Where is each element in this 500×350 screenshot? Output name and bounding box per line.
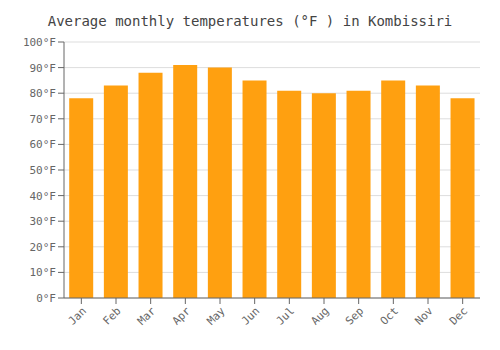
svg-text:70°F: 70°F (30, 113, 57, 126)
svg-text:Oct: Oct (378, 304, 401, 327)
svg-text:Aug: Aug (308, 304, 331, 327)
svg-text:50°F: 50°F (30, 164, 57, 177)
svg-text:20°F: 20°F (30, 241, 57, 254)
svg-text:80°F: 80°F (30, 87, 57, 100)
svg-text:90°F: 90°F (30, 62, 57, 75)
svg-text:Nov: Nov (412, 304, 436, 328)
svg-text:Jun: Jun (239, 304, 262, 327)
svg-text:30°F: 30°F (30, 215, 57, 228)
svg-text:40°F: 40°F (30, 190, 57, 203)
html-text:Average monthly temperatures (: Average monthly temperatures (°F ) in Ko… (47, 13, 453, 29)
svg-text:May: May (204, 304, 228, 328)
svg-text:Jul: Jul (274, 304, 297, 327)
svg-text:0°F: 0°F (36, 292, 56, 305)
svg-text:10°F: 10°F (30, 266, 57, 279)
svg-text:Jan: Jan (66, 304, 89, 327)
svg-text:Dec: Dec (447, 304, 470, 327)
svg-text:Sep: Sep (343, 304, 366, 327)
svg-text:Mar: Mar (135, 304, 159, 328)
svg-text:100°F: 100°F (23, 36, 56, 49)
svg-text:Feb: Feb (100, 304, 123, 327)
svg-text:Apr: Apr (170, 304, 194, 328)
svg-text:60°F: 60°F (30, 138, 57, 151)
